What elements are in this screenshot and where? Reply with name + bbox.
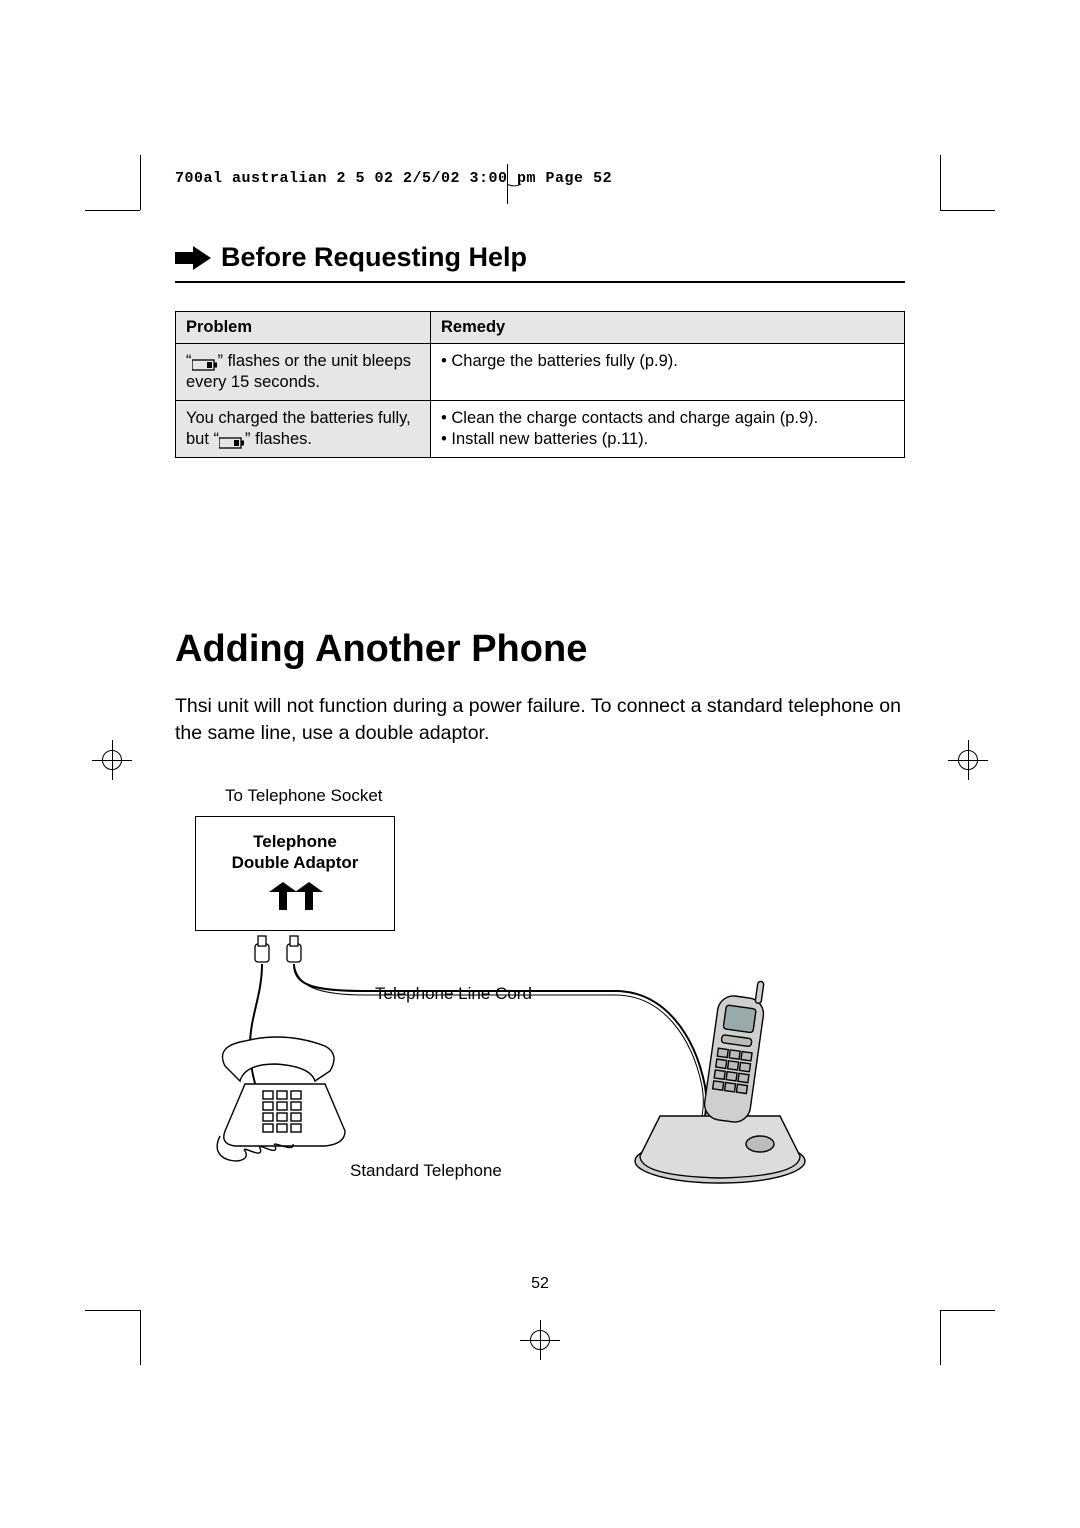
arrow-right-icon — [175, 246, 211, 270]
wiring-icon — [195, 786, 875, 1216]
table-row: You charged the batteries fully, but “” … — [176, 401, 905, 458]
chapter-title: Adding Another Phone — [175, 628, 905, 671]
registration-mark — [948, 740, 988, 780]
problem-cell: You charged the batteries fully, but “” … — [176, 401, 431, 458]
battery-icon — [219, 434, 245, 446]
crop-mark — [940, 210, 995, 211]
page-content: 700al australian 2 5 02 2/5/02 3:00 pm P… — [175, 170, 905, 1216]
problem-cell: “” flashes or the unit bleeps every 15 s… — [176, 344, 431, 401]
label-standard-phone: Standard Telephone — [350, 1161, 502, 1181]
section-title: Before Requesting Help — [221, 242, 527, 273]
section-heading: Before Requesting Help — [175, 242, 905, 283]
label-line-cord: Telephone Line Cord — [375, 984, 532, 1004]
connection-diagram: To Telephone Socket Telephone Double Ada… — [195, 786, 875, 1216]
crop-mark — [85, 1310, 140, 1311]
crop-mark — [940, 1310, 995, 1311]
print-header: 700al australian 2 5 02 2/5/02 3:00 pm P… — [175, 170, 905, 187]
table-row: “” flashes or the unit bleeps every 15 s… — [176, 344, 905, 401]
registration-mark — [92, 740, 132, 780]
crop-mark — [940, 1310, 941, 1365]
troubleshooting-table: Problem Remedy “” flashes or the unit bl… — [175, 311, 905, 458]
battery-icon — [192, 356, 218, 368]
crop-mark — [940, 155, 941, 210]
crop-mark — [85, 210, 140, 211]
body-text: Thsi unit will not function during a pow… — [175, 693, 905, 746]
page-number: 52 — [531, 1275, 549, 1293]
crop-mark — [140, 155, 141, 210]
crop-mark — [140, 1310, 141, 1365]
col-remedy: Remedy — [431, 312, 905, 344]
col-problem: Problem — [176, 312, 431, 344]
registration-mark — [520, 1320, 560, 1360]
remedy-cell: • Clean the charge contacts and charge a… — [431, 401, 905, 458]
remedy-cell: • Charge the batteries fully (p.9). — [431, 344, 905, 401]
